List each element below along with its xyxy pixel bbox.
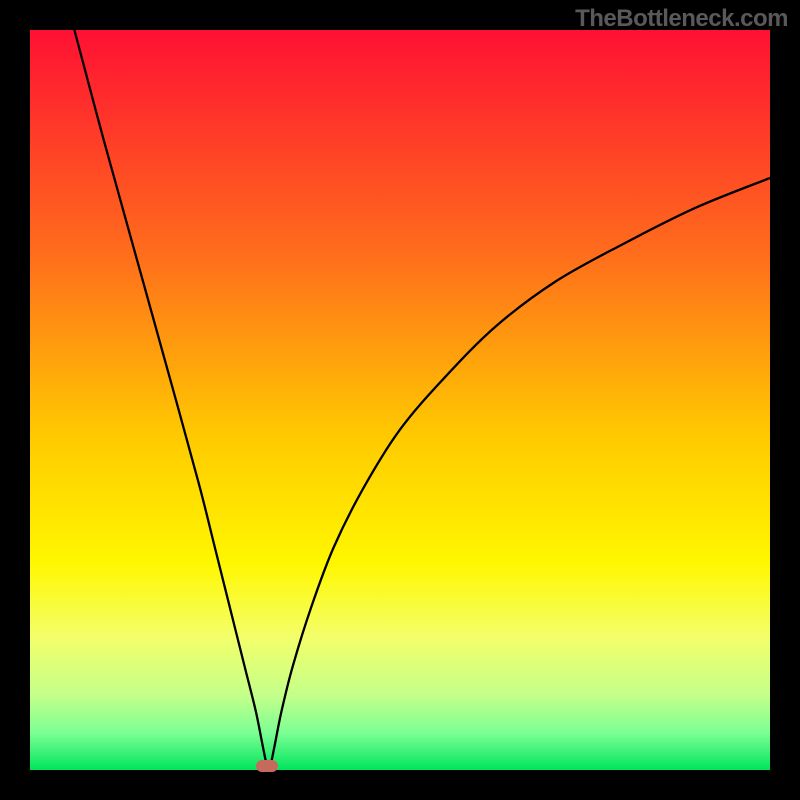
watermark-text: TheBottleneck.com xyxy=(575,5,788,33)
chart-frame: TheBottleneck.com xyxy=(0,0,800,800)
gradient-background xyxy=(30,30,770,770)
chart-svg xyxy=(30,30,770,770)
minimum-marker xyxy=(256,760,278,772)
plot-area xyxy=(30,30,770,770)
